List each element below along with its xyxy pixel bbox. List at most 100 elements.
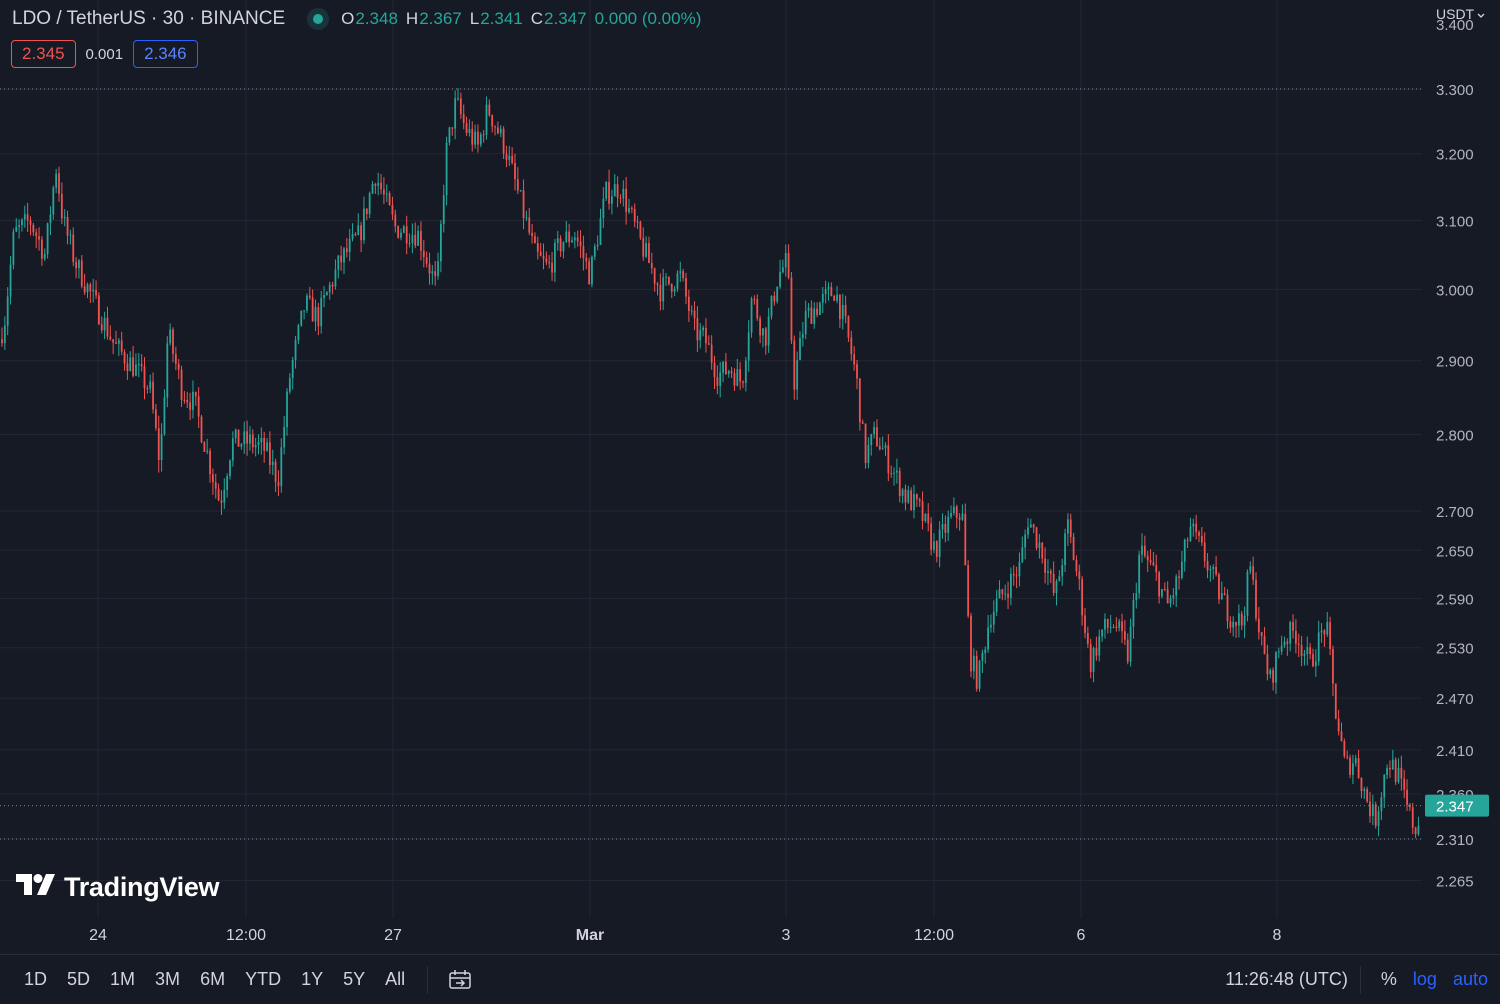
price-axis[interactable]: 3.300 3.200 3.100 3.000 2.900 2.800 2.700 2.650…: [1422, 0, 1500, 918]
utc-clock[interactable]: 11:26:48 (UTC): [1225, 969, 1348, 989]
candle-body: [918, 499, 921, 502]
candle-body: [18, 225, 20, 227]
candle-body: [1141, 545, 1143, 555]
range-1m-button[interactable]: 1M: [110, 969, 136, 989]
candle-body: [471, 129, 474, 145]
candle-body: [1027, 527, 1029, 535]
candle-body: [519, 190, 522, 192]
candle-body: [887, 445, 890, 474]
candle-body: [953, 506, 955, 513]
candle-body: [83, 286, 86, 293]
candle-body: [890, 473, 893, 475]
candle-body: [1277, 651, 1280, 653]
log-scale-button[interactable]: log: [1412, 969, 1437, 989]
candle-body: [725, 361, 727, 374]
candle-body: [1004, 593, 1007, 595]
candle-body: [1104, 619, 1106, 630]
candle-body: [425, 257, 428, 264]
price-scale[interactable]: 3.300 3.200 3.100 3.000 2.900 2.800 2.700 2.650…: [1422, 0, 1500, 918]
candle-body: [229, 460, 231, 477]
go-to-date-icon[interactable]: [440, 969, 480, 991]
candle-body: [1232, 621, 1235, 628]
candle-body: [696, 318, 699, 341]
candle-body: [351, 234, 354, 239]
candle-body: [497, 127, 499, 134]
candle-body: [1397, 767, 1400, 782]
candle-body: [129, 357, 132, 371]
candle-body: [78, 260, 80, 269]
price-chart[interactable]: [0, 0, 1422, 918]
market-status-icon[interactable]: [313, 14, 324, 24]
candle-body: [972, 655, 975, 672]
candle-body: [605, 182, 608, 199]
candle-body: [172, 329, 174, 354]
candle-body: [26, 214, 29, 221]
candle-body: [1035, 527, 1038, 549]
candle-body: [1243, 615, 1246, 626]
symbol-title[interactable]: LDO / TetherUS · 30 · BINANCE: [12, 8, 286, 29]
candle-body: [1121, 621, 1123, 632]
candle-body: [901, 489, 904, 496]
candle-body: [203, 442, 206, 452]
candle-body: [648, 243, 650, 263]
candle-body: [836, 294, 838, 301]
candle-body: [1149, 560, 1152, 563]
candle-body: [120, 340, 123, 352]
candle-body: [995, 598, 998, 612]
candle-body: [1206, 561, 1209, 571]
chart-pane[interactable]: [0, 0, 1422, 918]
candle-body: [266, 442, 268, 451]
candle-body: [839, 294, 841, 320]
range-1y-button[interactable]: 1Y: [301, 969, 324, 989]
candle-body: [280, 447, 283, 486]
range-1d-button[interactable]: 1D: [24, 969, 48, 989]
candle-body: [1018, 561, 1021, 577]
range-5d-button[interactable]: 5D: [67, 969, 91, 989]
candle-body: [1012, 573, 1015, 576]
candle-body: [1320, 630, 1323, 633]
auto-scale-button[interactable]: auto: [1452, 969, 1488, 989]
range-ytd-button[interactable]: YTD: [245, 969, 282, 989]
price-tick-label: 2.700: [1436, 504, 1474, 521]
time-axis[interactable]: 24 12:00 27 Mar 3 12:00 6 8: [0, 918, 1471, 954]
candle-body: [254, 445, 257, 448]
candle-body: [727, 370, 730, 374]
range-3m-button[interactable]: 3M: [155, 969, 181, 989]
candle-body: [542, 255, 545, 259]
candle-body: [311, 297, 314, 322]
candle-body: [910, 490, 913, 511]
percent-scale-button[interactable]: %: [1380, 969, 1397, 989]
currency-selector[interactable]: USDT: [1436, 6, 1485, 22]
candle-body: [1374, 804, 1377, 826]
candle-body: [1280, 645, 1283, 652]
time-tick-label: 12:00: [226, 927, 266, 944]
candle-body: [397, 226, 400, 238]
candle-body: [534, 236, 536, 244]
toolbar-divider: [427, 965, 429, 994]
candle-body: [35, 232, 38, 237]
time-scale[interactable]: 24 12:00 27 Mar 3 12:00 6 8: [0, 918, 1471, 954]
range-all-button[interactable]: All: [385, 969, 406, 989]
candle-body: [625, 188, 628, 212]
toolbar-right: 11:26:48 (UTC) % log auto: [1225, 965, 1500, 994]
buy-button[interactable]: 2.346: [133, 40, 198, 68]
candle-body: [1021, 547, 1024, 562]
candle-body: [243, 431, 246, 445]
candle-body: [206, 450, 209, 452]
candle-body: [1072, 536, 1075, 560]
candle-body: [177, 363, 180, 370]
candle-body: [1146, 555, 1149, 561]
candle-body: [545, 258, 548, 263]
candle-body: [876, 427, 878, 446]
candle-body: [1360, 777, 1363, 792]
candle-body: [970, 615, 972, 672]
range-6m-button[interactable]: 6M: [200, 969, 226, 989]
chevron-down-icon: [1477, 6, 1485, 22]
candle-body: [308, 295, 311, 298]
sell-button[interactable]: 2.345: [11, 40, 76, 68]
range-5y-button[interactable]: 5Y: [343, 969, 366, 989]
tradingview-logo[interactable]: TradingView: [16, 872, 220, 903]
candle-body: [582, 246, 585, 259]
candle-body: [49, 214, 52, 224]
candle-body: [984, 649, 987, 653]
